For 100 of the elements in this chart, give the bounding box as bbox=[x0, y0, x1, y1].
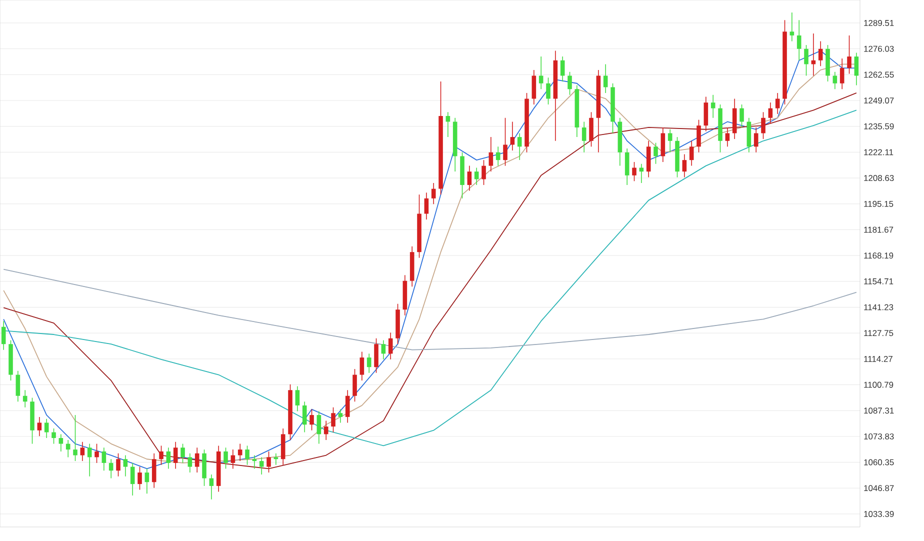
candlestick bbox=[496, 146, 500, 166]
candlestick bbox=[123, 454, 128, 477]
candlestick bbox=[503, 117, 508, 166]
candlestick bbox=[660, 127, 666, 162]
candlestick bbox=[854, 52, 859, 86]
candlestick bbox=[790, 12, 794, 42]
candlestick bbox=[725, 127, 730, 148]
candlestick bbox=[639, 163, 644, 184]
candlestick bbox=[538, 56, 544, 90]
candlestick bbox=[331, 406, 336, 433]
y-tick-label: 1033.39 bbox=[864, 510, 894, 517]
candlestick bbox=[424, 192, 429, 220]
candlestick bbox=[532, 70, 536, 105]
y-tick-label: 1262.55 bbox=[864, 72, 894, 78]
candlestick bbox=[159, 445, 164, 466]
candlestick bbox=[274, 452, 278, 466]
candlestick bbox=[252, 454, 257, 470]
candlestick bbox=[345, 390, 350, 424]
candlestick bbox=[381, 340, 386, 360]
y-tick-label: 1168.19 bbox=[864, 252, 894, 259]
candlestick bbox=[87, 443, 92, 477]
candlestick bbox=[482, 160, 486, 186]
candlestick bbox=[366, 353, 372, 374]
candlestick bbox=[58, 434, 64, 452]
candlestick bbox=[632, 162, 636, 182]
candlestick bbox=[388, 332, 393, 360]
candlestick bbox=[94, 443, 99, 464]
candlestick bbox=[510, 121, 515, 151]
y-tick-label: 1127.75 bbox=[864, 330, 894, 336]
candlestick bbox=[517, 132, 522, 160]
candlestick bbox=[704, 96, 708, 132]
candlestick bbox=[754, 127, 758, 153]
candlestick bbox=[245, 445, 250, 466]
y-tick-label: 1141.23 bbox=[864, 304, 894, 310]
candlestick bbox=[768, 102, 773, 124]
candlestick bbox=[310, 408, 314, 431]
y-tick-label: 1114.27 bbox=[864, 356, 892, 362]
candlestick bbox=[52, 428, 56, 444]
candlestick bbox=[44, 418, 49, 438]
candlestick bbox=[796, 20, 802, 61]
candlestick bbox=[582, 121, 586, 153]
candlestick bbox=[696, 119, 701, 153]
candlestick bbox=[589, 112, 594, 148]
candlestick bbox=[352, 368, 357, 402]
candlestick bbox=[224, 447, 228, 470]
candlestick bbox=[338, 408, 343, 424]
y-tick-label: 1181.67 bbox=[864, 226, 894, 233]
candlestick bbox=[152, 452, 156, 488]
candlestick bbox=[37, 416, 42, 437]
candlestick bbox=[603, 64, 608, 94]
candlestick bbox=[374, 338, 378, 374]
line-series bbox=[3, 268, 857, 350]
candlestick bbox=[73, 414, 78, 462]
candlestick bbox=[80, 441, 85, 462]
candlestick bbox=[316, 410, 322, 444]
candlestick bbox=[832, 71, 838, 90]
candlestick bbox=[302, 401, 307, 433]
candlestick bbox=[116, 452, 120, 477]
candlestick bbox=[238, 443, 242, 462]
candlestick bbox=[840, 58, 844, 90]
y-tick-label: 1100.79 bbox=[864, 382, 894, 388]
candlestick bbox=[804, 44, 808, 76]
candlestick bbox=[259, 456, 264, 475]
candlestick bbox=[560, 56, 565, 82]
y-tick-label: 1276.03 bbox=[864, 46, 894, 52]
candlestick bbox=[488, 136, 494, 172]
y-tick-label: 1208.63 bbox=[864, 175, 894, 182]
candlestick bbox=[108, 458, 114, 479]
candlestick bbox=[568, 71, 572, 96]
candlestick bbox=[180, 443, 185, 464]
candlestick bbox=[324, 420, 328, 440]
candlestick bbox=[138, 466, 142, 490]
candlestick bbox=[1, 320, 6, 350]
candlestick bbox=[230, 449, 236, 470]
y-tick-label: 1087.31 bbox=[864, 408, 894, 414]
candlestick bbox=[295, 386, 300, 412]
y-tick-label: 1046.87 bbox=[864, 485, 894, 492]
candlestick bbox=[682, 154, 687, 178]
candlestick bbox=[818, 40, 823, 67]
candlestick bbox=[710, 94, 716, 118]
y-tick-label: 1289.51 bbox=[864, 20, 894, 26]
candlestick bbox=[209, 474, 214, 500]
candlestick bbox=[266, 451, 271, 473]
candlestick bbox=[102, 447, 106, 472]
candlestick bbox=[624, 148, 630, 186]
y-tick-label: 1154.71 bbox=[864, 278, 894, 284]
y-tick-label: 1195.15 bbox=[864, 200, 894, 207]
candlestick bbox=[188, 452, 192, 473]
candlestick bbox=[360, 351, 364, 381]
y-tick-label: 1249.07 bbox=[864, 98, 894, 104]
y-tick-label: 1060.35 bbox=[864, 459, 894, 466]
candlestick bbox=[194, 447, 200, 473]
candlestick bbox=[173, 441, 178, 470]
candlestick bbox=[847, 35, 852, 74]
candlestick bbox=[668, 128, 672, 153]
candlestick bbox=[689, 140, 694, 166]
candlestick bbox=[144, 468, 150, 494]
candlestick bbox=[467, 165, 472, 192]
candlestick bbox=[546, 77, 550, 105]
candlestick bbox=[654, 142, 658, 164]
